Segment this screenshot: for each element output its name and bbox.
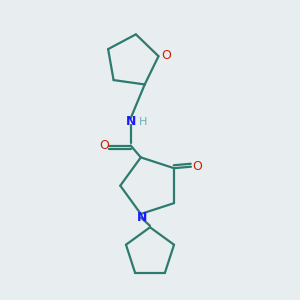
Text: N: N	[136, 211, 147, 224]
Text: O: O	[161, 49, 171, 62]
Text: O: O	[192, 160, 202, 173]
Text: N: N	[125, 115, 136, 128]
Text: O: O	[99, 139, 109, 152]
Text: H: H	[139, 117, 147, 127]
